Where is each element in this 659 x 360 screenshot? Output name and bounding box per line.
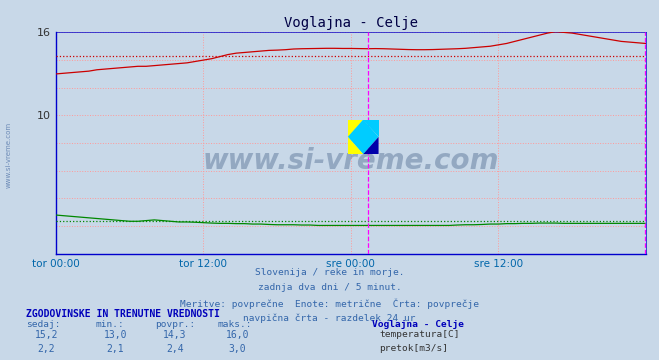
Polygon shape [348, 137, 363, 154]
Text: sedaj:: sedaj: [26, 320, 61, 329]
Text: 14,3: 14,3 [163, 330, 186, 340]
Text: www.si-vreme.com: www.si-vreme.com [5, 122, 12, 188]
Text: Slovenija / reke in morje.: Slovenija / reke in morje. [255, 268, 404, 277]
Text: 15,2: 15,2 [34, 330, 58, 340]
Text: 2,4: 2,4 [166, 344, 183, 354]
Polygon shape [348, 120, 378, 154]
Text: 2,1: 2,1 [107, 344, 124, 354]
Polygon shape [348, 137, 378, 154]
Text: min.:: min.: [96, 320, 125, 329]
Text: pretok[m3/s]: pretok[m3/s] [379, 344, 448, 353]
Title: Voglajna - Celje: Voglajna - Celje [284, 16, 418, 30]
Polygon shape [363, 120, 378, 137]
Text: temperatura[C]: temperatura[C] [379, 330, 459, 339]
Text: Meritve: povprečne  Enote: metrične  Črta: povprečje: Meritve: povprečne Enote: metrične Črta:… [180, 298, 479, 309]
Polygon shape [348, 120, 363, 137]
Text: Voglajna - Celje: Voglajna - Celje [372, 320, 465, 329]
Text: povpr.:: povpr.: [155, 320, 195, 329]
Text: ZGODOVINSKE IN TRENUTNE VREDNOSTI: ZGODOVINSKE IN TRENUTNE VREDNOSTI [26, 309, 220, 319]
Text: zadnja dva dni / 5 minut.: zadnja dva dni / 5 minut. [258, 283, 401, 292]
Text: 2,2: 2,2 [38, 344, 55, 354]
Text: 3,0: 3,0 [229, 344, 246, 354]
Text: www.si-vreme.com: www.si-vreme.com [203, 147, 499, 175]
Text: navpična črta - razdelek 24 ur: navpična črta - razdelek 24 ur [243, 314, 416, 323]
Text: 16,0: 16,0 [225, 330, 249, 340]
Text: 13,0: 13,0 [103, 330, 127, 340]
Text: maks.:: maks.: [217, 320, 252, 329]
